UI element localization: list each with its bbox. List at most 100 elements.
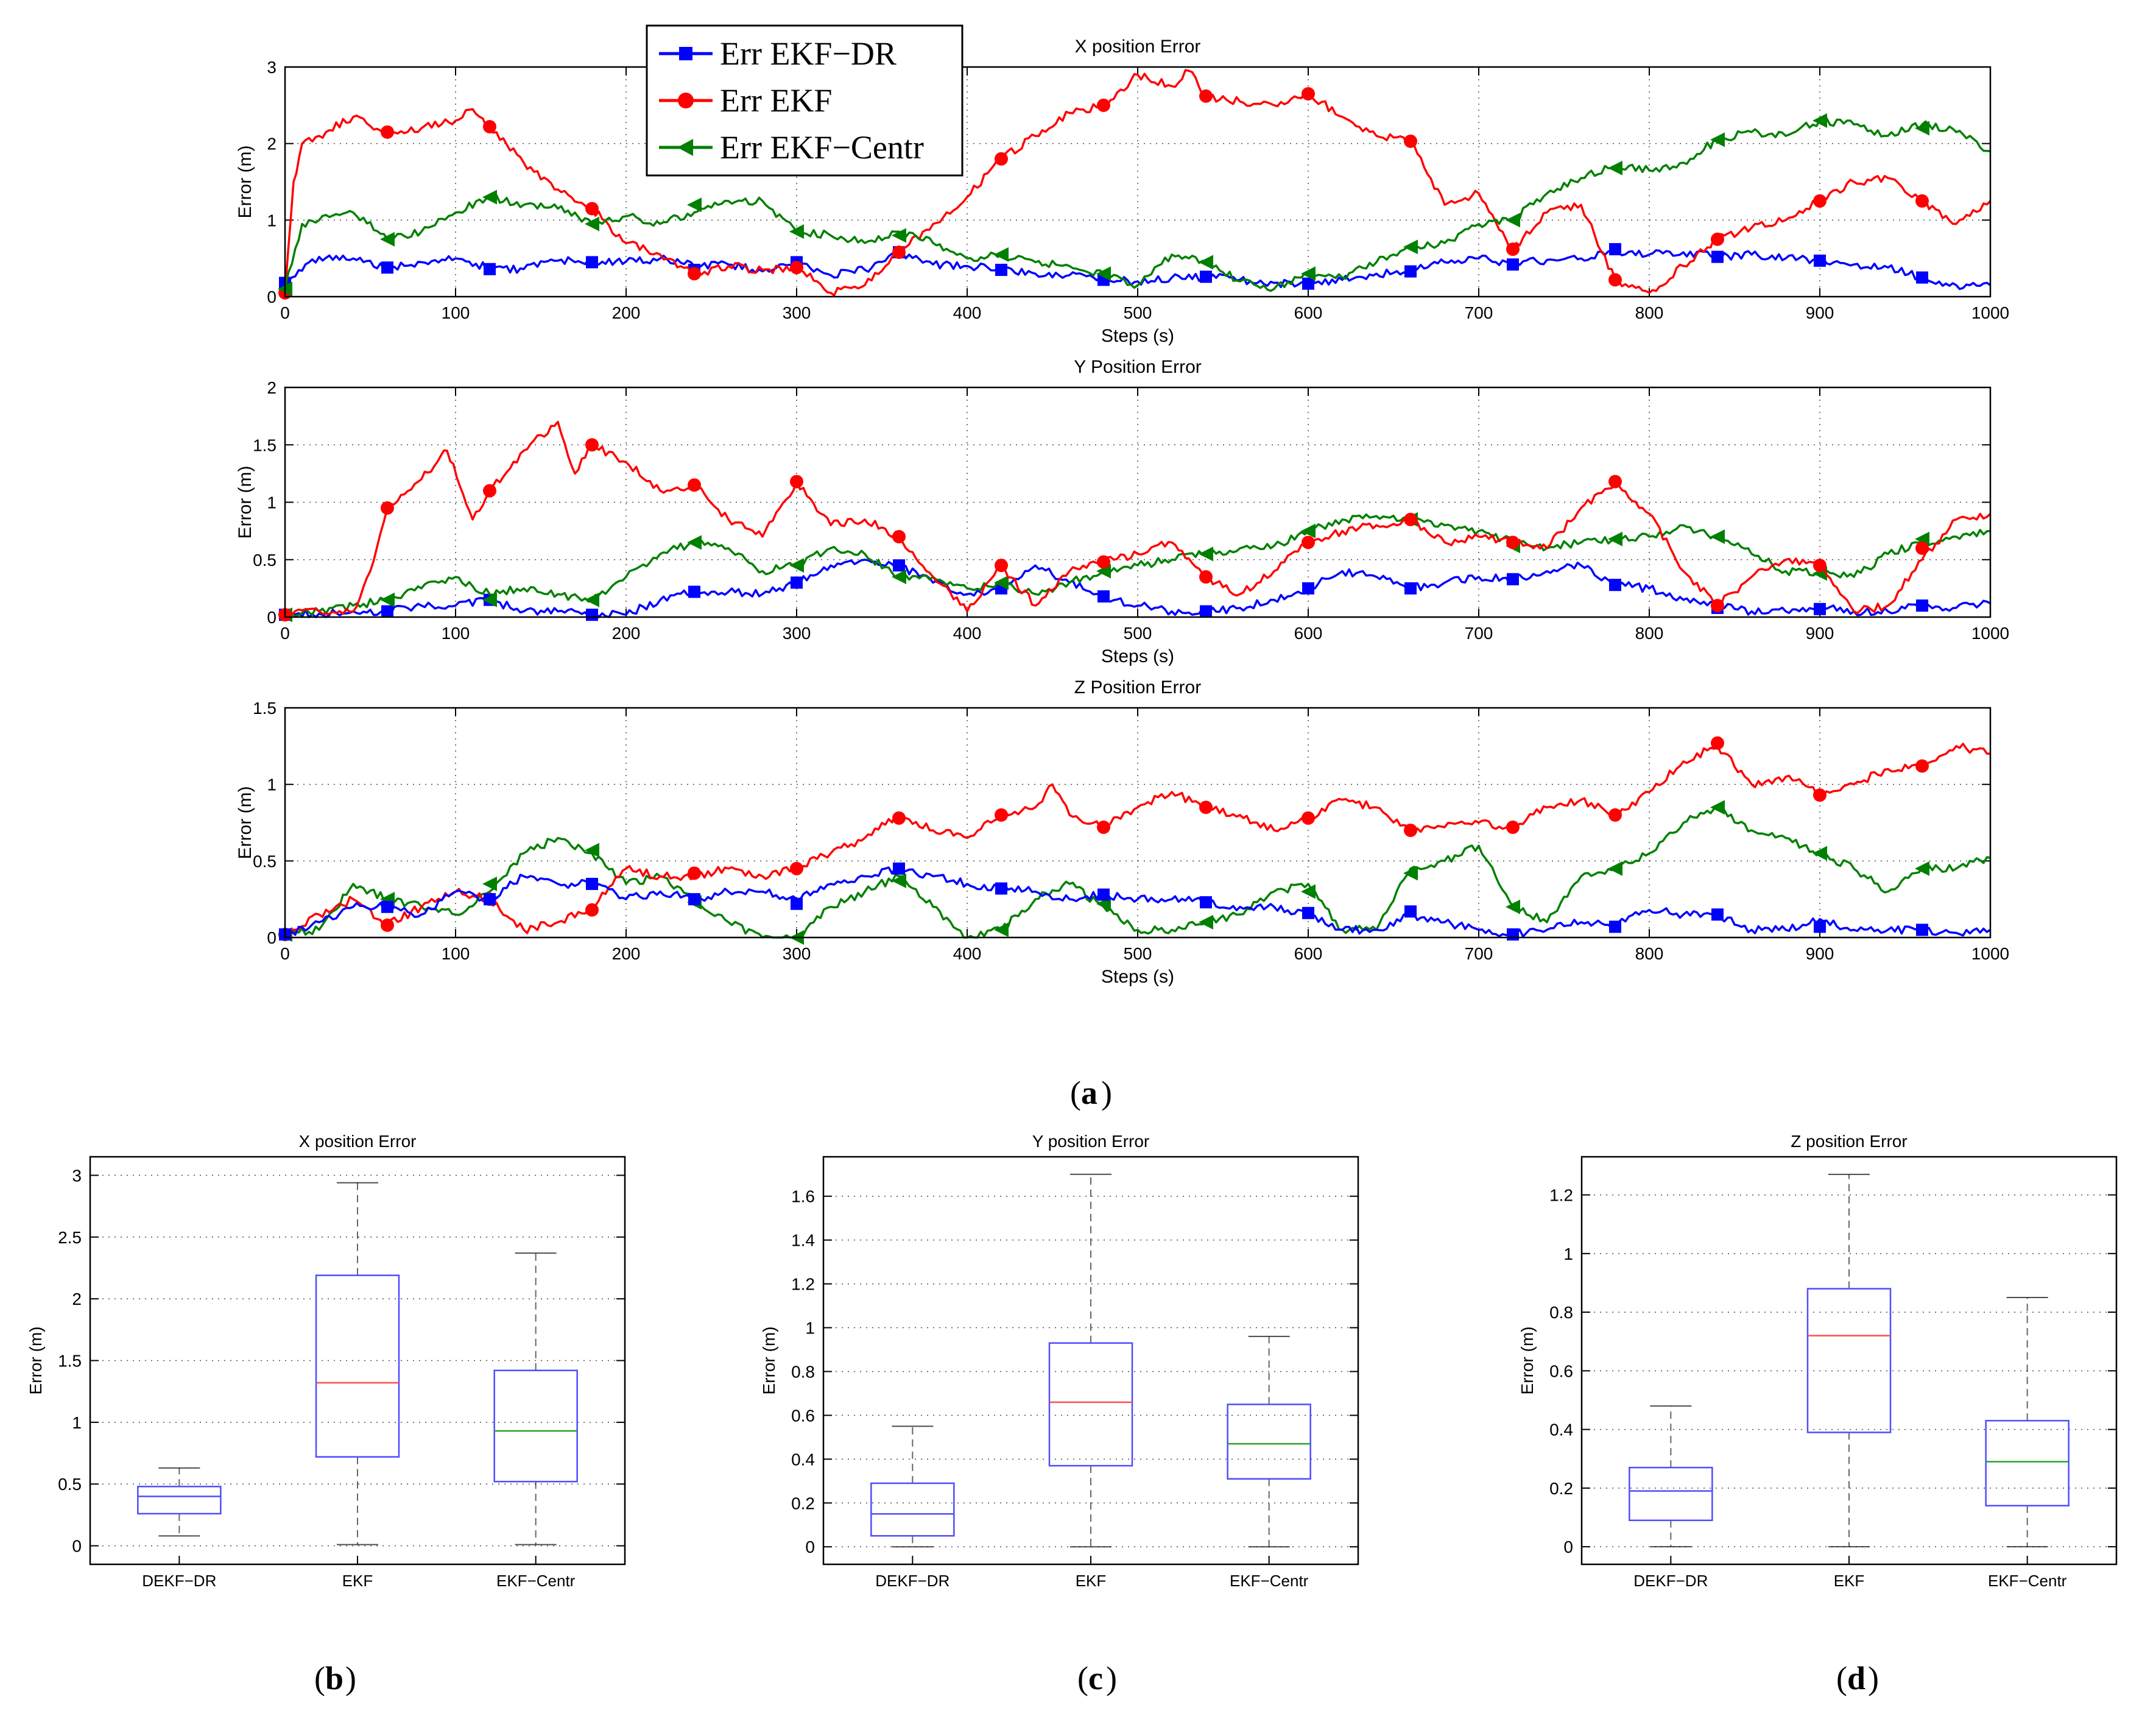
data-marker-triangle [1199, 546, 1213, 562]
y-tick-label: 0 [267, 288, 277, 306]
data-marker-circle [1813, 788, 1827, 802]
x-tick-label: EKF [1076, 1572, 1107, 1590]
data-marker-circle [892, 530, 906, 544]
data-marker-triangle [1199, 255, 1213, 270]
data-marker-circle [1302, 535, 1315, 549]
chart-title: Z Position Error [1074, 677, 1201, 697]
data-marker-circle [688, 478, 701, 492]
series-Err EKF [278, 736, 1991, 941]
x-tick-label: 100 [442, 624, 470, 643]
data-marker-triangle [789, 224, 804, 239]
data-marker-circle [483, 484, 496, 498]
data-marker-circle [1199, 570, 1213, 584]
data-marker-square [1404, 905, 1417, 918]
series-line [284, 866, 1991, 938]
x-tick-label: 200 [612, 624, 641, 643]
series-Err EKF [278, 420, 1992, 622]
y-tick-label: 1.4 [791, 1231, 815, 1250]
data-marker-circle [1097, 821, 1110, 835]
data-marker-circle [1097, 98, 1110, 112]
x-tick-label: DEKF−DR [1633, 1572, 1708, 1590]
data-marker-triangle [380, 231, 395, 247]
data-marker-triangle [1199, 914, 1213, 930]
data-marker-square [1404, 582, 1417, 595]
chart-title: Y position Error [1032, 1132, 1149, 1151]
data-marker-circle [1711, 232, 1724, 246]
data-marker-triangle [1403, 239, 1418, 255]
caption-d-open: ( [1836, 1660, 1847, 1697]
y-tick-label: 0.8 [1549, 1303, 1573, 1322]
x-axis-label: Steps (s) [1101, 326, 1174, 346]
chart-title: X position Error [1075, 37, 1201, 57]
y-tick-label: 0 [267, 928, 277, 947]
x-tick-label: 200 [612, 944, 641, 963]
y-tick-label: 1 [267, 211, 277, 230]
series-Err EKF−Centr [278, 512, 1991, 623]
legend-marker-ekf [678, 93, 694, 108]
y-tick-label: 0 [267, 608, 277, 627]
data-marker-circle [381, 501, 394, 515]
x-tick-label: 200 [612, 303, 641, 322]
data-marker-triangle [1813, 846, 1827, 861]
data-marker-circle [1813, 194, 1827, 208]
x-tick-label: EKF−Centr [496, 1572, 576, 1590]
box-EKF−Centr [1227, 1335, 1311, 1548]
data-marker-square [1302, 582, 1314, 595]
legend-marker-centr [677, 139, 693, 156]
caption-b-letter: b [325, 1660, 343, 1697]
x-tick-label: 300 [783, 303, 811, 322]
y-tick-label: 1.2 [1549, 1186, 1573, 1205]
caption-b-open: ( [314, 1660, 325, 1697]
y-tick-label: 0.2 [791, 1494, 815, 1513]
data-marker-square [995, 264, 1007, 277]
data-marker-circle [381, 125, 394, 139]
data-marker-square [1916, 271, 1928, 284]
y-tick-label: 1 [267, 493, 277, 512]
box-EKF−Centr [1985, 1297, 2070, 1548]
caption-b: ( b ) [314, 1660, 356, 1697]
x-tick-label: DEKF−DR [142, 1572, 216, 1590]
data-marker-square [791, 576, 803, 589]
data-marker-triangle [789, 558, 804, 573]
data-marker-square [1916, 599, 1928, 612]
data-marker-triangle [1301, 884, 1316, 899]
data-marker-triangle [482, 877, 497, 892]
data-marker-triangle [1608, 160, 1622, 175]
data-marker-square [893, 862, 905, 875]
x-tick-label: 900 [1806, 624, 1834, 643]
box-EKF [1048, 1173, 1133, 1548]
plot-frame [284, 386, 1992, 618]
y-tick-label: 2 [267, 378, 277, 397]
caption-c: ( c ) [1077, 1660, 1117, 1697]
x-tick-label: 500 [1124, 944, 1152, 963]
x-tick-label: 500 [1124, 303, 1152, 322]
box-EKF [315, 1182, 400, 1545]
chart-title: X position Error [299, 1132, 417, 1151]
series-line [284, 805, 1991, 939]
series-Err EKF [278, 69, 1992, 300]
series-Err EKF−Centr [278, 113, 1991, 297]
data-marker-circle [790, 861, 803, 875]
data-marker-circle [585, 903, 599, 917]
legend: Err EKF−DR Err EKF Err EKF−Centr [646, 24, 964, 177]
iqr-box [1629, 1466, 1713, 1522]
data-marker-triangle [1096, 266, 1111, 281]
chart-5: 0 0.2 0.4 0.6 0.8 1 1.2 1.4 1.6 DEKF−DR EKF EKF−Cen… [759, 1132, 1359, 1590]
series-line [284, 743, 1991, 936]
x-tick-label: 0 [280, 303, 290, 322]
x-tick-label: 1000 [1971, 303, 2009, 322]
x-tick-label: 600 [1294, 944, 1323, 963]
y-tick-label: 1.6 [791, 1187, 815, 1206]
data-marker-square [995, 882, 1007, 895]
y-tick-label: 0 [72, 1537, 82, 1556]
x-tick-label: 900 [1806, 944, 1834, 963]
y-tick-label: 0.5 [58, 1475, 82, 1494]
caption-a: ( a ) [1070, 1075, 1112, 1111]
x-tick-label: 0 [280, 624, 290, 643]
y-tick-label: 0.8 [791, 1362, 815, 1381]
data-marker-circle [892, 811, 906, 825]
data-marker-circle [688, 866, 701, 880]
data-marker-circle [585, 202, 599, 216]
data-marker-triangle [892, 874, 906, 889]
caption-a-close: ) [1101, 1075, 1112, 1111]
